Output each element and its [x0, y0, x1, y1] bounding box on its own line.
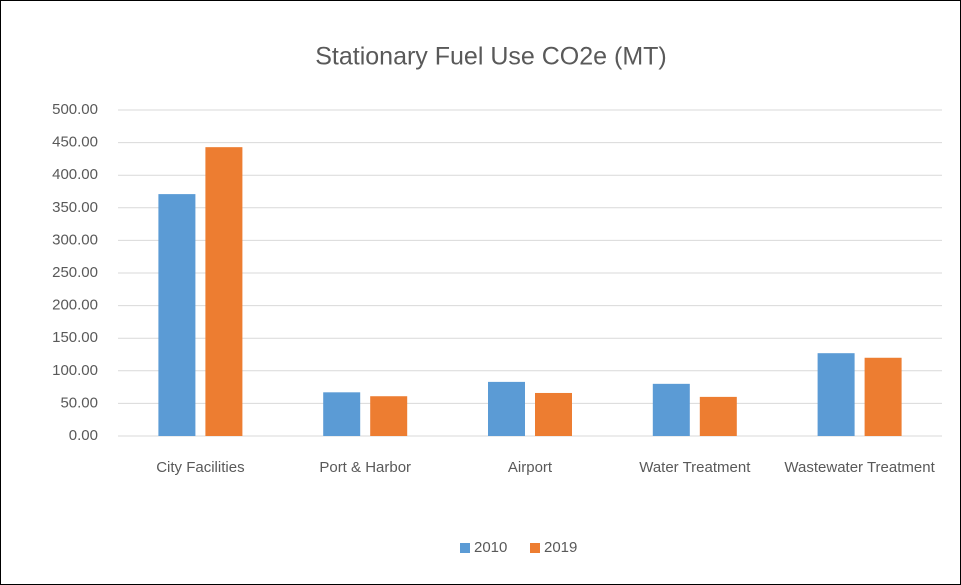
x-tick-label: City Facilities [156, 459, 244, 476]
bar [535, 392, 572, 436]
x-tick-label: Airport [508, 459, 553, 476]
y-tick-label: 50.00 [60, 394, 98, 411]
y-tick-label: 350.00 [52, 199, 98, 216]
bar [864, 357, 902, 436]
y-tick-label: 300.00 [52, 231, 98, 248]
bar [699, 396, 737, 436]
bar [205, 147, 243, 436]
y-tick-label: 450.00 [52, 134, 98, 151]
x-tick-label: Water Treatment [639, 459, 751, 476]
x-tick-label: Wastewater Treatment [784, 459, 935, 476]
bar [488, 381, 525, 436]
chart-title: Stationary Fuel Use CO2e (MT) [315, 43, 667, 71]
y-tick-label: 200.00 [52, 297, 98, 314]
x-tick-label: Port & Harbor [319, 459, 411, 476]
bar [817, 353, 855, 436]
y-tick-label: 0.00 [69, 427, 98, 444]
legend-label: 2010 [474, 539, 507, 556]
y-tick-label: 150.00 [52, 329, 98, 346]
bar [652, 383, 690, 436]
bar [323, 392, 361, 436]
legend-swatch [460, 543, 470, 553]
y-tick-label: 100.00 [52, 362, 98, 379]
y-tick-label: 400.00 [52, 166, 98, 183]
y-tick-label: 250.00 [52, 264, 98, 281]
legend-swatch [530, 543, 540, 553]
legend-label: 2019 [544, 539, 577, 556]
y-tick-label: 500.00 [52, 101, 98, 118]
bar [158, 194, 196, 436]
bar [370, 396, 408, 436]
